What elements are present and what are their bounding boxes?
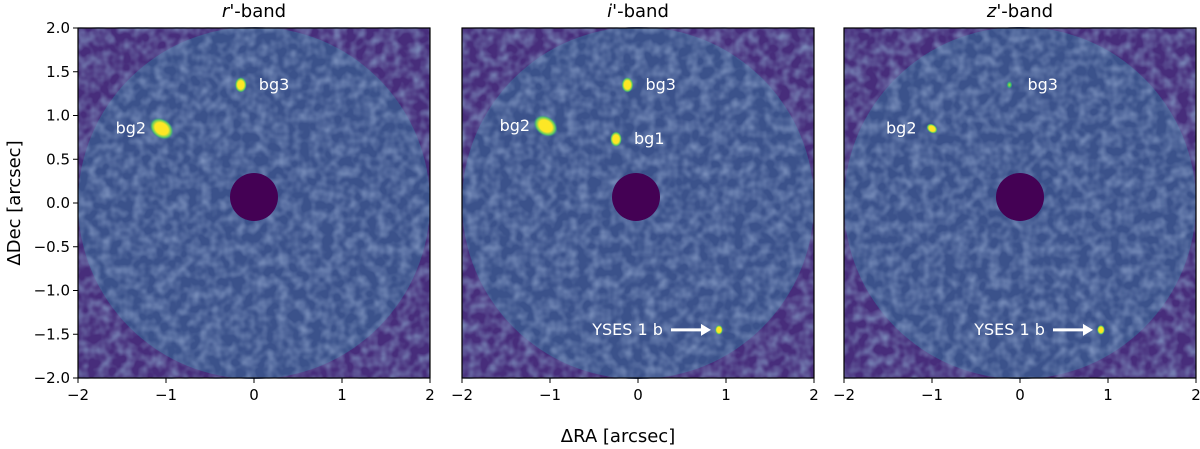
panel-r-band: bg2 bg3 r'-band xyxy=(77,1,431,379)
source-label-bg3: bg3 xyxy=(259,75,290,94)
x-tick-label: −1 xyxy=(921,386,943,404)
y-tick-label: −0.5 xyxy=(34,238,70,256)
source-label-bg2: bg2 xyxy=(116,119,147,138)
x-tick-label: 0 xyxy=(633,386,643,404)
labels-layer: bg2 bg3 xyxy=(116,75,290,138)
y-tick-label: 0.0 xyxy=(46,194,70,212)
x-tick-label: 2 xyxy=(809,386,819,404)
companion-source xyxy=(714,324,723,335)
source-bg1 xyxy=(610,131,622,147)
x-tick-label: −1 xyxy=(539,386,561,404)
source-bg3 xyxy=(621,77,634,93)
y-tick-label: 2.0 xyxy=(46,19,70,37)
x-axes: −2 −1 0 1 2 −2 −1 0 1 2 −2 −1 0 1 2 xyxy=(67,378,1200,404)
x-tick-label: 0 xyxy=(1015,386,1025,404)
source-bg2 xyxy=(926,123,938,134)
x-tick-label: 1 xyxy=(337,386,347,404)
panel-z-band: bg2 bg3 YSES 1 b z'-band xyxy=(843,1,1197,379)
sources-layer xyxy=(149,77,247,140)
y-tick-label: −2.0 xyxy=(34,369,70,387)
source-bg2 xyxy=(149,117,174,140)
arrow-icon xyxy=(1052,323,1093,336)
source-label-bg3: bg3 xyxy=(1027,75,1058,94)
x-tick-label: −1 xyxy=(155,386,177,404)
source-label-bg2: bg2 xyxy=(500,116,530,135)
x-axis-label: ΔRA [arcsec] xyxy=(561,426,675,447)
companion-label: YSES 1 b xyxy=(591,320,663,339)
x-tick-label: 0 xyxy=(249,386,259,404)
source-bg3 xyxy=(234,77,247,93)
panel-i-band: bg2 bg3 bg1 YSES 1 b i'-band xyxy=(461,1,815,379)
y-tick-label: 1.0 xyxy=(46,107,70,125)
y-axis-label: ΔDec [arcsec] xyxy=(4,140,25,265)
x-tick-label: −2 xyxy=(67,386,89,404)
companion-label: YSES 1 b xyxy=(973,320,1045,339)
labels-layer: bg2 bg3 bg1 YSES 1 b xyxy=(500,75,711,339)
x-tick-label: −2 xyxy=(451,386,473,404)
coronagraph-mask xyxy=(230,173,278,221)
x-tick-label: 1 xyxy=(1103,386,1113,404)
y-tick-label: 0.5 xyxy=(46,150,70,168)
sources-layer xyxy=(533,77,723,335)
sources-layer xyxy=(926,80,1105,335)
x-tick-label: 1 xyxy=(721,386,731,404)
panel-title: r'-band xyxy=(222,1,286,22)
source-label-bg1: bg1 xyxy=(634,129,665,148)
labels-layer: bg2 bg3 YSES 1 b xyxy=(886,75,1093,339)
arrow-icon xyxy=(670,323,711,336)
y-tick-label: −1.5 xyxy=(34,325,70,343)
panel-title: i'-band xyxy=(607,1,669,22)
x-tick-label: −2 xyxy=(833,386,855,404)
source-bg2 xyxy=(533,115,558,137)
companion-source xyxy=(1096,324,1105,335)
y-axis: 2.0 1.5 1.0 0.5 0.0 −0.5 −1.0 −1.5 −2.0 xyxy=(34,19,78,387)
x-tick-label: 2 xyxy=(1191,386,1200,404)
source-label-bg2: bg2 xyxy=(886,119,917,138)
panel-title: z'-band xyxy=(986,1,1053,22)
y-tick-label: 1.5 xyxy=(46,63,70,81)
source-bg3 xyxy=(1006,80,1013,89)
coronagraph-mask xyxy=(612,173,660,221)
y-tick-label: −1.0 xyxy=(34,282,70,300)
x-tick-label: 2 xyxy=(425,386,435,404)
coronagraph-mask xyxy=(996,173,1044,221)
source-label-bg3: bg3 xyxy=(645,75,676,94)
